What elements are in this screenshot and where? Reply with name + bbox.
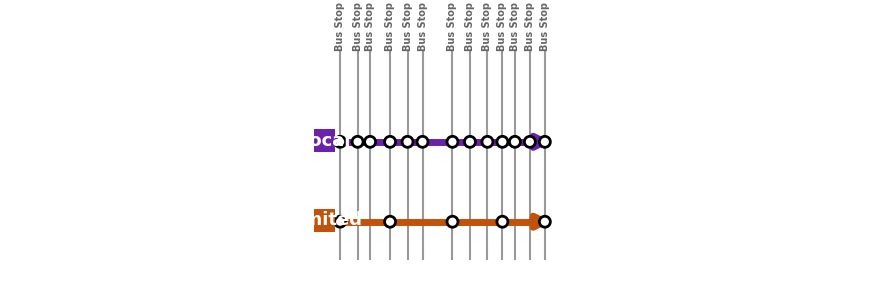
Circle shape xyxy=(402,136,413,147)
Text: Bus Stop: Bus Stop xyxy=(465,2,475,51)
Text: Bus Stop: Bus Stop xyxy=(385,2,396,51)
Text: Bus Stop: Bus Stop xyxy=(525,2,535,51)
Circle shape xyxy=(539,136,550,147)
Circle shape xyxy=(497,136,507,147)
Circle shape xyxy=(465,136,475,147)
Circle shape xyxy=(385,136,396,147)
Circle shape xyxy=(447,136,458,147)
Text: Local: Local xyxy=(298,132,351,150)
Circle shape xyxy=(524,136,536,147)
Circle shape xyxy=(365,136,375,147)
Text: Bus Stop: Bus Stop xyxy=(482,2,493,51)
Text: Bus Stop: Bus Stop xyxy=(540,2,550,51)
Circle shape xyxy=(509,136,521,147)
Circle shape xyxy=(539,216,550,227)
Text: Bus Stop: Bus Stop xyxy=(447,2,458,51)
Text: Bus Stop: Bus Stop xyxy=(335,2,345,51)
Text: Bus Stop: Bus Stop xyxy=(353,2,362,51)
Circle shape xyxy=(334,216,346,227)
Circle shape xyxy=(352,136,363,147)
Text: Bus Stop: Bus Stop xyxy=(417,2,428,51)
FancyBboxPatch shape xyxy=(314,129,335,152)
Text: Bus Stop: Bus Stop xyxy=(402,2,412,51)
FancyBboxPatch shape xyxy=(314,209,335,232)
Circle shape xyxy=(417,136,428,147)
Circle shape xyxy=(334,136,346,147)
Circle shape xyxy=(447,216,458,227)
Text: Bus Stop: Bus Stop xyxy=(510,2,520,51)
Circle shape xyxy=(385,216,396,227)
Circle shape xyxy=(497,216,507,227)
Text: Bus Stop: Bus Stop xyxy=(365,2,375,51)
Text: Limited: Limited xyxy=(286,212,362,229)
Circle shape xyxy=(482,136,493,147)
Text: Bus Stop: Bus Stop xyxy=(497,2,507,51)
